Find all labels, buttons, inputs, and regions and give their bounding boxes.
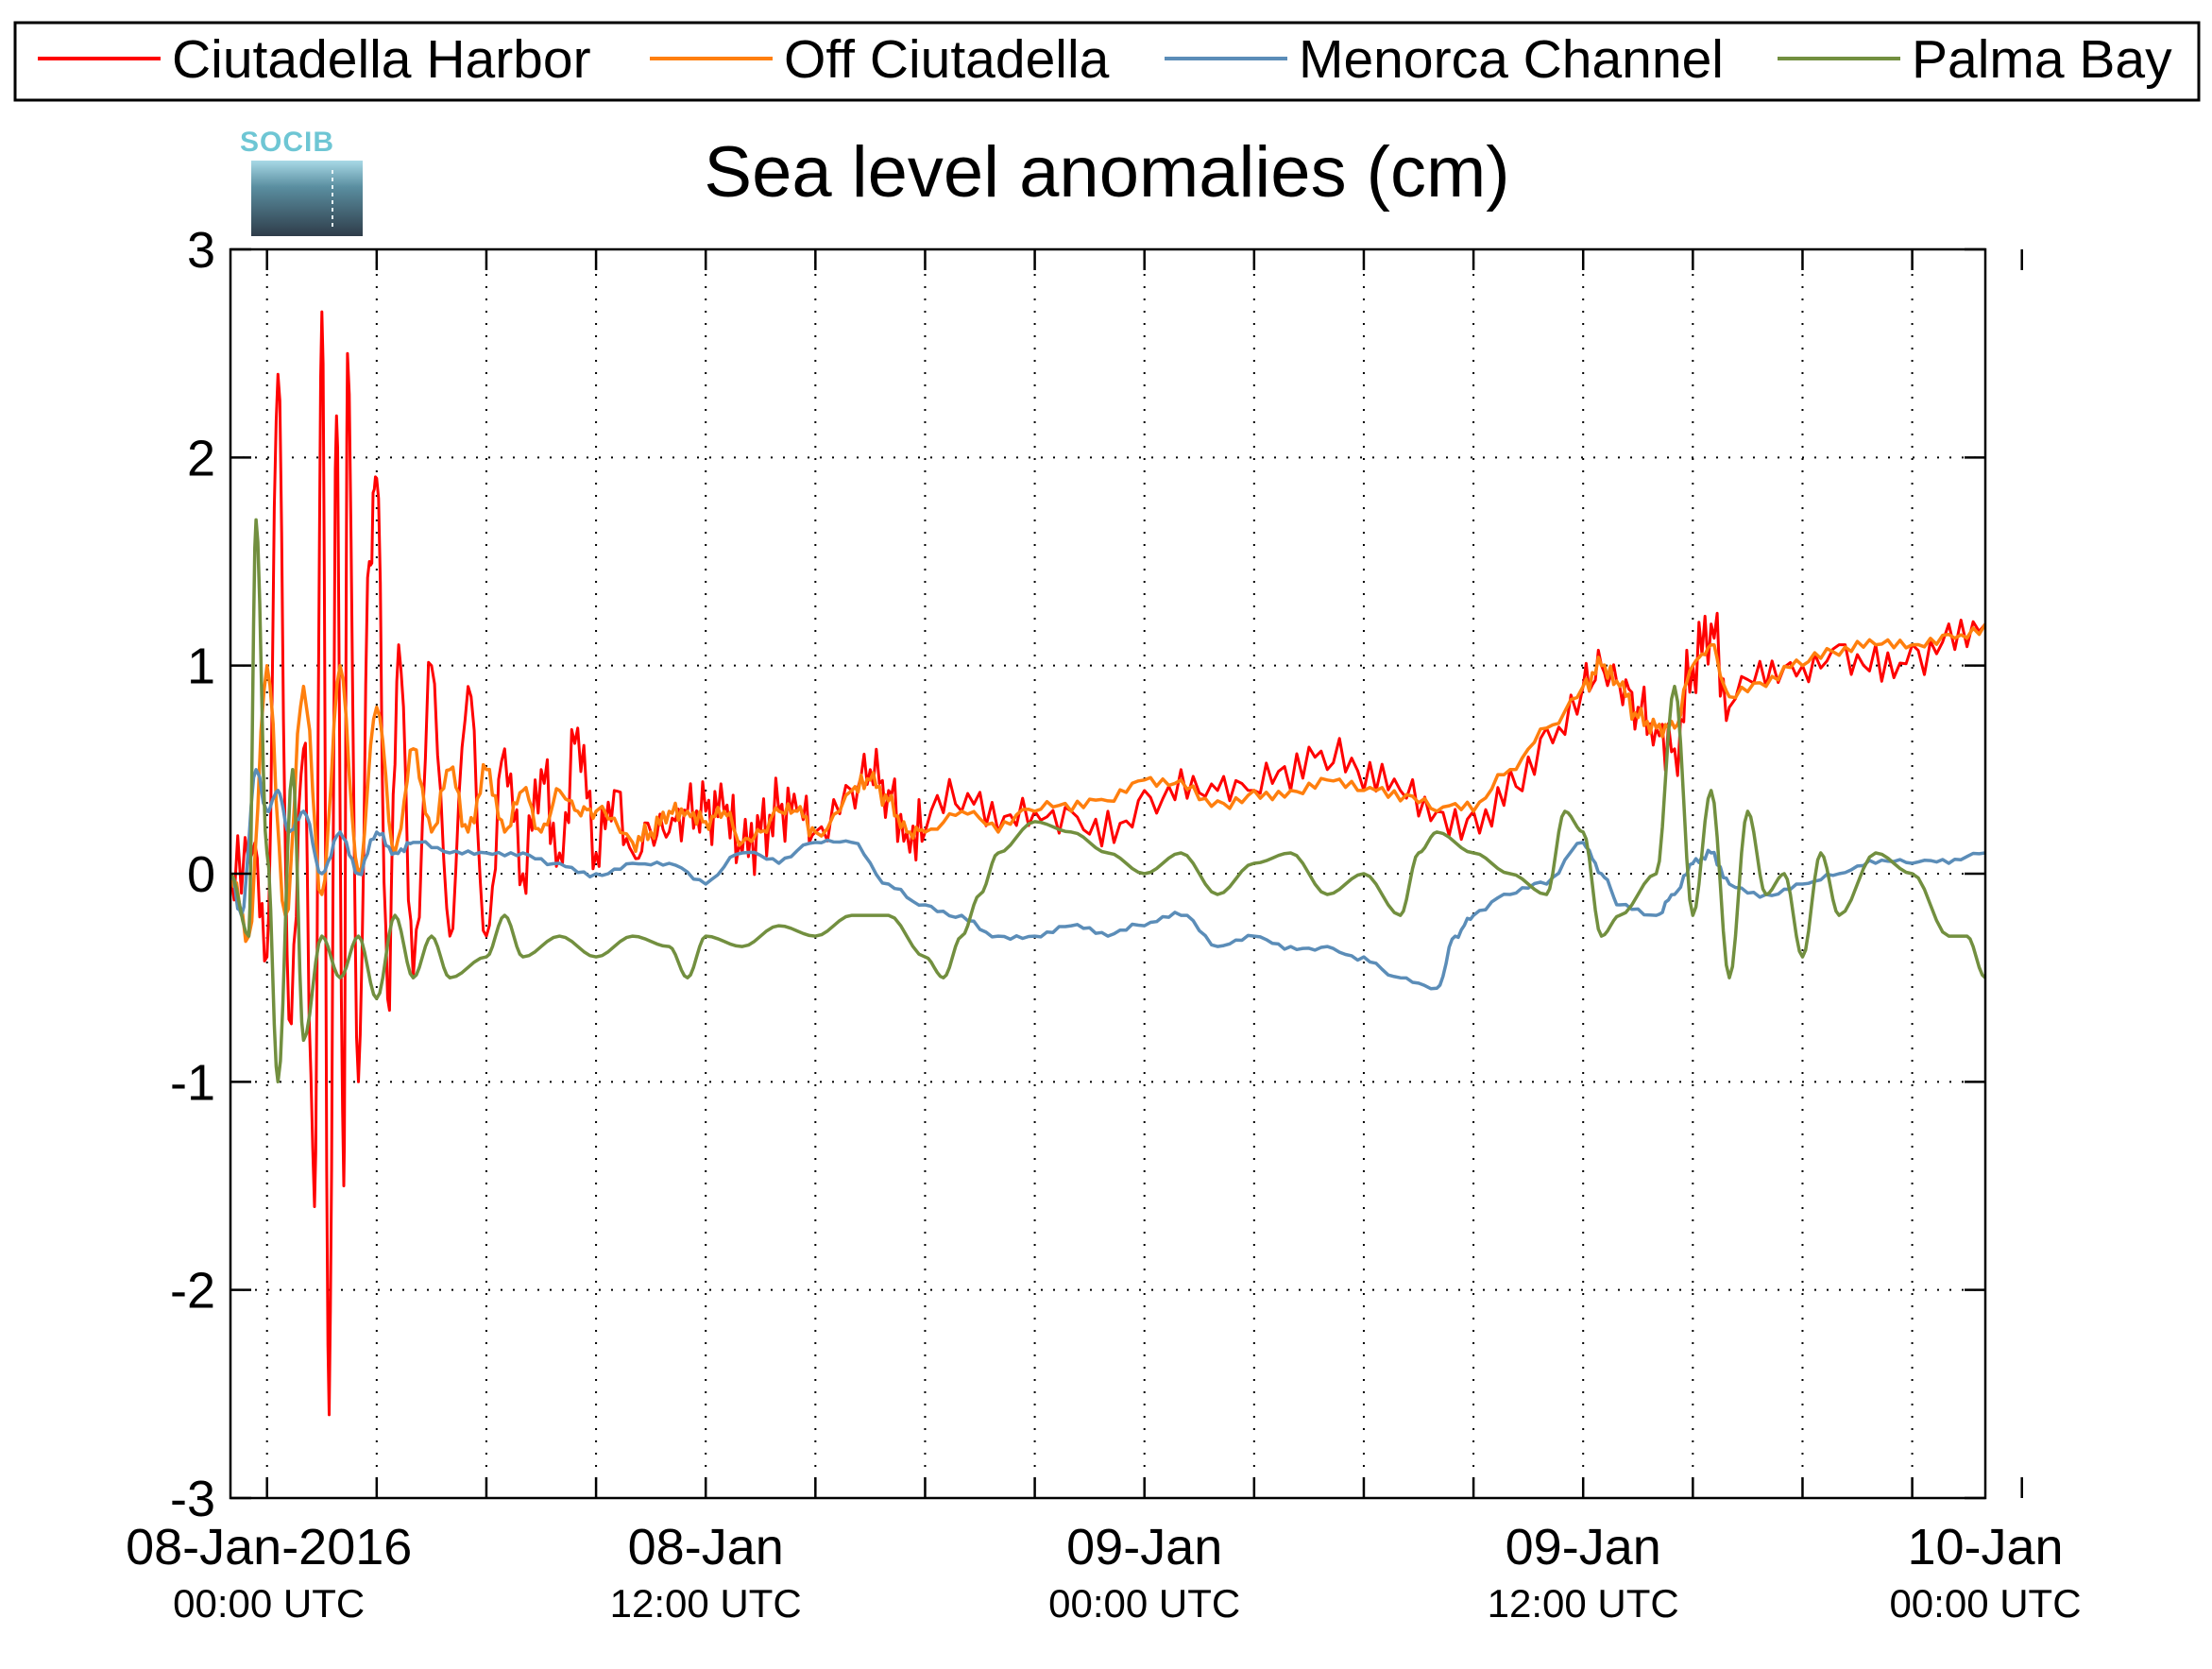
x-tick-label: 08-Jan-2016 bbox=[126, 1519, 412, 1575]
axis-ticks bbox=[230, 247, 2023, 1500]
series-line-3 bbox=[230, 768, 1985, 991]
series-lines bbox=[230, 310, 1985, 1417]
legend: Ciutadella Harbor Off Ciutadella Menorca C… bbox=[13, 21, 2201, 102]
x-tick-label: 08-Jan bbox=[628, 1519, 784, 1575]
plot-area: 3 2 1 0 -1 -2 -3 08-Jan-2016 00:00 UTC 08-Jan 12:… bbox=[126, 222, 2081, 1626]
logo-wave bbox=[251, 161, 363, 236]
legend-label: Menorca Channel bbox=[1299, 29, 1724, 90]
x-tick-label: 09-Jan bbox=[1066, 1519, 1222, 1575]
y-tick-label: -3 bbox=[170, 1471, 215, 1527]
x-tick-sublabel: 00:00 UTC bbox=[173, 1581, 365, 1626]
series-line-2 bbox=[230, 622, 1985, 944]
logo-text: SOCIB bbox=[240, 127, 334, 158]
y-tick-label: -2 bbox=[170, 1263, 215, 1320]
x-tick-sublabel: 12:00 UTC bbox=[610, 1581, 802, 1626]
socib-logo: SOCIB bbox=[240, 127, 363, 236]
legend-box bbox=[13, 21, 2201, 102]
chart-title: Sea level anomalies (cm) bbox=[704, 132, 1509, 213]
y-tick-label: 2 bbox=[187, 430, 215, 486]
y-tick-label: 0 bbox=[187, 846, 215, 903]
x-tick-label: 10-Jan bbox=[1907, 1519, 2063, 1575]
legend-label: Palma Bay bbox=[1912, 29, 2172, 90]
x-tick-sublabel: 12:00 UTC bbox=[1488, 1581, 1679, 1626]
x-tick-label: 09-Jan bbox=[1506, 1519, 1661, 1575]
x-axis-labels: 08-Jan-2016 00:00 UTC 08-Jan 12:00 UTC 09-Ja… bbox=[126, 1519, 2081, 1626]
series-line-1 bbox=[230, 310, 1985, 1417]
legend-label: Ciutadella Harbor bbox=[172, 29, 591, 90]
y-tick-label: 1 bbox=[187, 639, 215, 695]
legend-label: Off Ciutadella bbox=[784, 29, 1110, 90]
y-axis-labels: 3 2 1 0 -1 -2 -3 bbox=[170, 222, 215, 1527]
x-tick-sublabel: 00:00 UTC bbox=[1048, 1581, 1240, 1626]
y-tick-label: 3 bbox=[187, 222, 215, 279]
y-tick-label: -1 bbox=[170, 1054, 215, 1111]
series-line-4 bbox=[230, 518, 1985, 1084]
x-tick-sublabel: 00:00 UTC bbox=[1889, 1581, 2081, 1626]
